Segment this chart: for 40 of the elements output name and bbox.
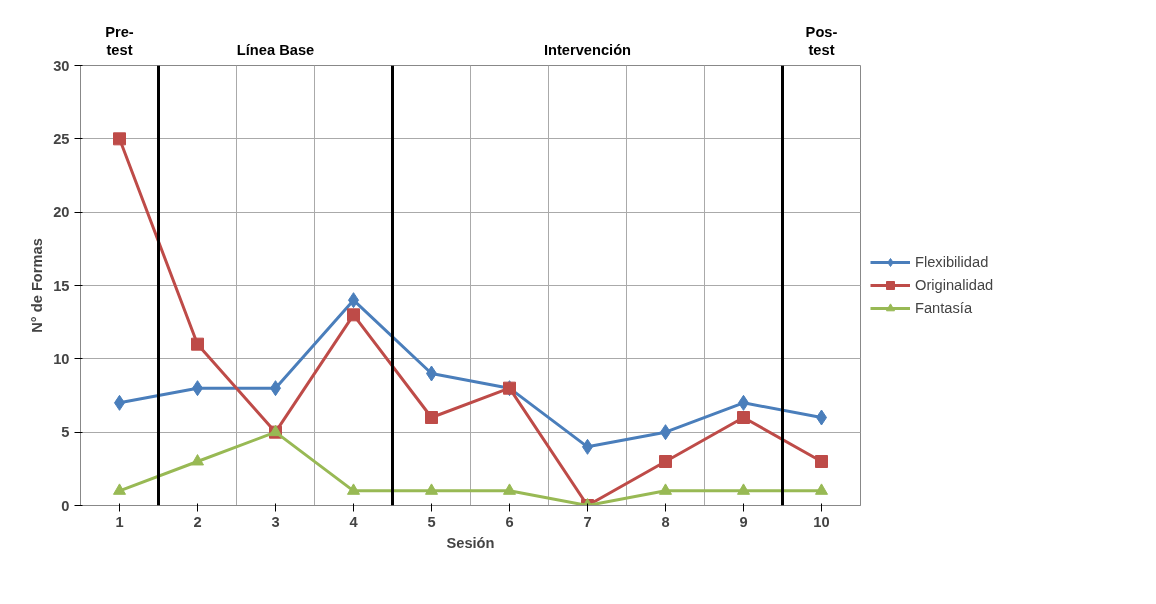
x-tick-label: 6: [505, 513, 514, 530]
point: [191, 337, 204, 351]
point: [737, 411, 750, 424]
y-tick-label: 20: [53, 204, 70, 221]
point: [347, 308, 360, 322]
legend-label: Originalidad: [915, 277, 994, 293]
point: [425, 411, 438, 424]
point: [659, 483, 672, 495]
y-tick-label: 5: [61, 424, 70, 441]
point: [737, 483, 750, 495]
x-tick-label: 8: [661, 513, 670, 530]
legend-label: Fantasía: [915, 300, 973, 316]
x-tick-label: 10: [813, 513, 830, 530]
text: Intervención: [543, 41, 632, 58]
x-tick-label: 2: [193, 513, 202, 530]
point: [503, 483, 516, 495]
x-tick-label: 7: [583, 513, 592, 530]
point: [815, 455, 828, 468]
x-tick-label: 1: [115, 513, 124, 530]
legend-label: Flexibilidad: [915, 254, 989, 270]
y-tick-label: 15: [53, 277, 70, 294]
y-tick-label: 10: [53, 350, 70, 367]
x-tick-label: 4: [349, 513, 359, 530]
x-tick-label: 5: [427, 513, 436, 530]
point: [659, 455, 672, 468]
x-axis-title: Sesión: [446, 534, 495, 551]
y-axis-title: N° de Formas: [29, 238, 46, 333]
text: Pos- test: [805, 24, 838, 58]
x-tick-label: 3: [271, 513, 280, 530]
point: [815, 483, 828, 495]
point: [191, 454, 204, 466]
x-tick-label: 9: [739, 513, 748, 530]
point: [347, 483, 360, 495]
text: Pre- test: [105, 24, 134, 58]
point: [113, 483, 126, 495]
text: Línea Base: [236, 41, 315, 58]
y-tick-label: 30: [53, 57, 70, 74]
point: [425, 483, 438, 495]
y-tick-label: 0: [61, 497, 70, 514]
y-tick-label: 25: [53, 130, 70, 147]
